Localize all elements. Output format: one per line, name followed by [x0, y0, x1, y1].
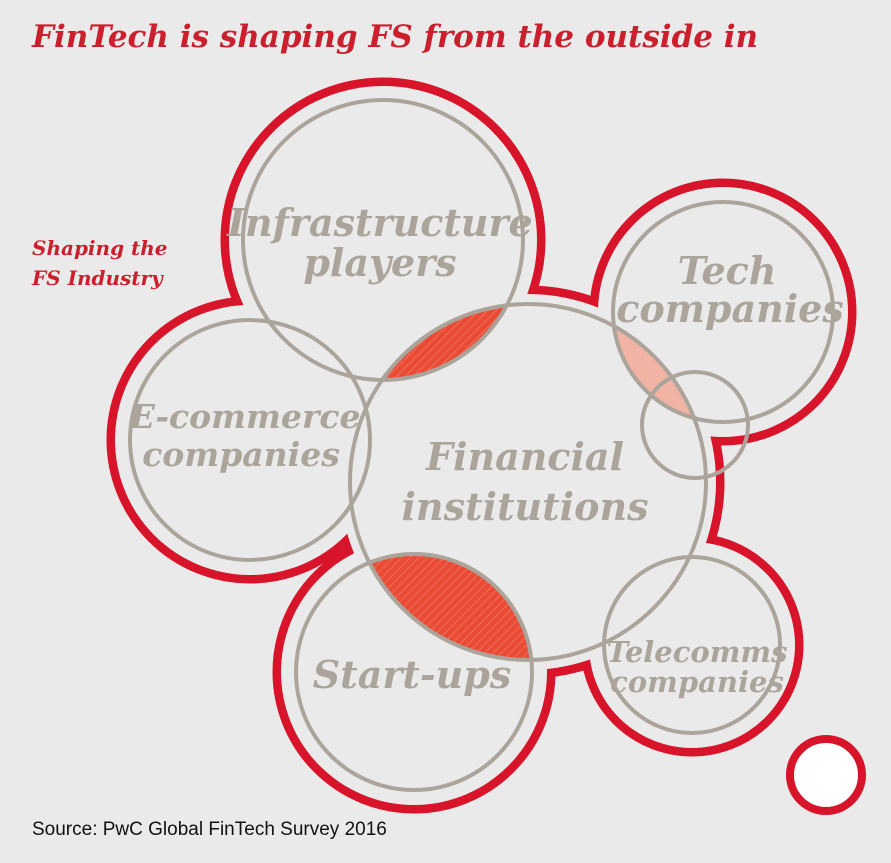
node-label: Tech [678, 248, 777, 293]
node-label: Infrastructure [226, 200, 533, 245]
title: FinTech is shaping FS from the outside i… [31, 19, 758, 55]
node-label: Financial [425, 434, 624, 479]
node-label: E-commerce [129, 397, 361, 436]
annotation: Shaping the [32, 236, 168, 260]
source: Source: PwC Global FinTech Survey 2016 [32, 819, 387, 840]
node-label: Telecomms [607, 635, 788, 669]
bubble [786, 735, 866, 815]
annotation: FS Industry [31, 266, 164, 290]
circles [128, 98, 835, 792]
node-label: players [303, 240, 456, 285]
node-label: companies [142, 435, 340, 474]
node-label: institutions [402, 484, 649, 529]
node-label: companies [616, 286, 844, 331]
node-label: Start-ups [313, 652, 512, 697]
node-label: companies [610, 665, 784, 699]
